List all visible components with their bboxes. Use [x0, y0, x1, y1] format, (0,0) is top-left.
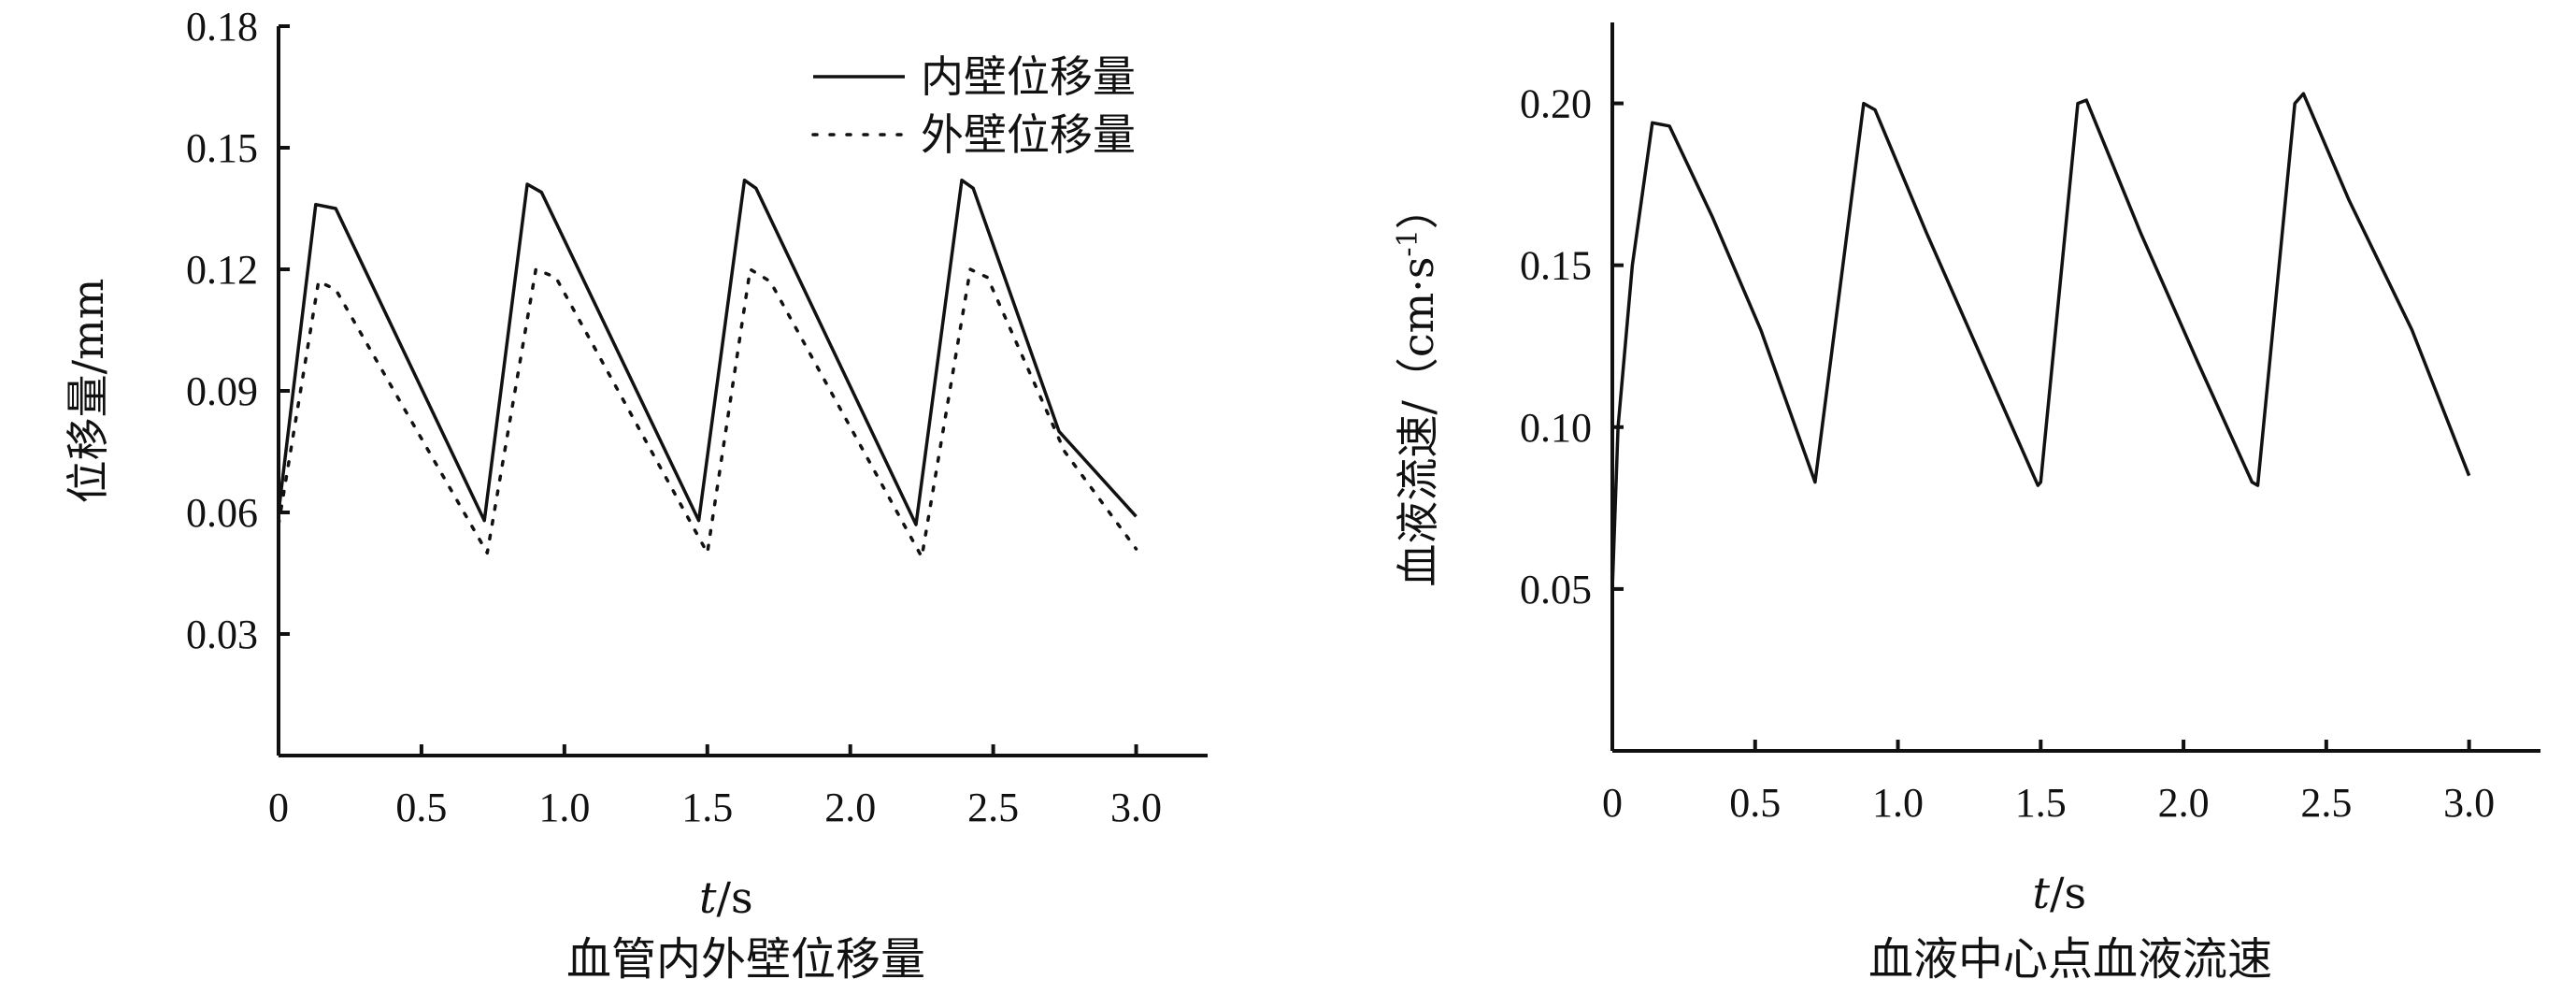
legend-label-1: 外壁位移量 [921, 109, 1136, 160]
x-tick-label: 2.5 [967, 785, 1019, 830]
y-tick-label: 0.05 [1520, 567, 1592, 612]
x-tick-label: 1.5 [2015, 780, 2067, 826]
y-tick-label: 0.20 [1520, 81, 1592, 127]
x-tick-label: 1.5 [681, 785, 733, 830]
chart-caption: 血管内外壁位移量 [566, 933, 925, 986]
displacement-chart: 0 0.5 1.0 1.5 2.0 2.5 3.0 0.03 0.06 0.09 0.12 0.15 0… [63, 4, 1208, 986]
x-axis-title: t/s [699, 872, 753, 923]
series-line-1 [277, 267, 1138, 559]
y-tick-label: 0.09 [186, 368, 258, 414]
legend-label-0: 内壁位移量 [921, 51, 1136, 102]
y-tick-label: 0.03 [186, 612, 258, 657]
chart-caption: 血液中心点血液流速 [1868, 933, 2272, 986]
y-axis-title: 血液流速/（cm·s-1） [1392, 186, 1444, 586]
x-tick-label: 0.5 [395, 785, 447, 830]
series-line-0 [277, 178, 1138, 526]
x-axis-title-var: t [699, 872, 717, 923]
y-axis-title-end: ） [1393, 186, 1443, 229]
x-axis-title-var: t [2033, 868, 2051, 918]
y-axis-title-text: 血液流速/（cm·s [1393, 257, 1443, 587]
x-tick-label: 3.0 [2443, 780, 2495, 826]
y-axis-title-superscript: -1 [1392, 229, 1424, 256]
y-tick-label: 0.18 [186, 4, 258, 50]
x-tick-label: 2.5 [2300, 780, 2352, 826]
x-tick-label: 2.0 [824, 785, 876, 830]
y-axis-title: 位移量/mm [63, 279, 113, 504]
y-tick-label: 0.10 [1520, 405, 1592, 451]
x-tick-label: 0.5 [1729, 780, 1781, 826]
x-tick-label: 1.0 [538, 785, 590, 830]
y-tick-label: 0.06 [186, 490, 258, 536]
x-axis-title-unit: /s [2050, 868, 2086, 918]
x-tick-label: 2.0 [2158, 780, 2210, 826]
y-tick-label: 0.15 [186, 125, 258, 171]
x-tick-label: 3.0 [1110, 785, 1162, 830]
x-tick-label: 0 [268, 785, 289, 830]
x-tick-label: 1.0 [1872, 780, 1924, 826]
y-tick-label: 0.15 [1520, 243, 1592, 289]
velocity-chart: 0 0.5 1.0 1.5 2.0 2.5 3.0 0.05 0.10 0.15 0.20 t/s 血液… [1392, 22, 2540, 986]
y-axis-title-text: 位移量/mm [63, 279, 113, 504]
y-tick-label: 0.12 [186, 247, 258, 293]
x-tick-label: 0 [1602, 780, 1623, 826]
x-axis-title-unit: /s [716, 872, 752, 923]
x-axis-title: t/s [2033, 868, 2087, 918]
series-line-0 [1610, 92, 2471, 589]
